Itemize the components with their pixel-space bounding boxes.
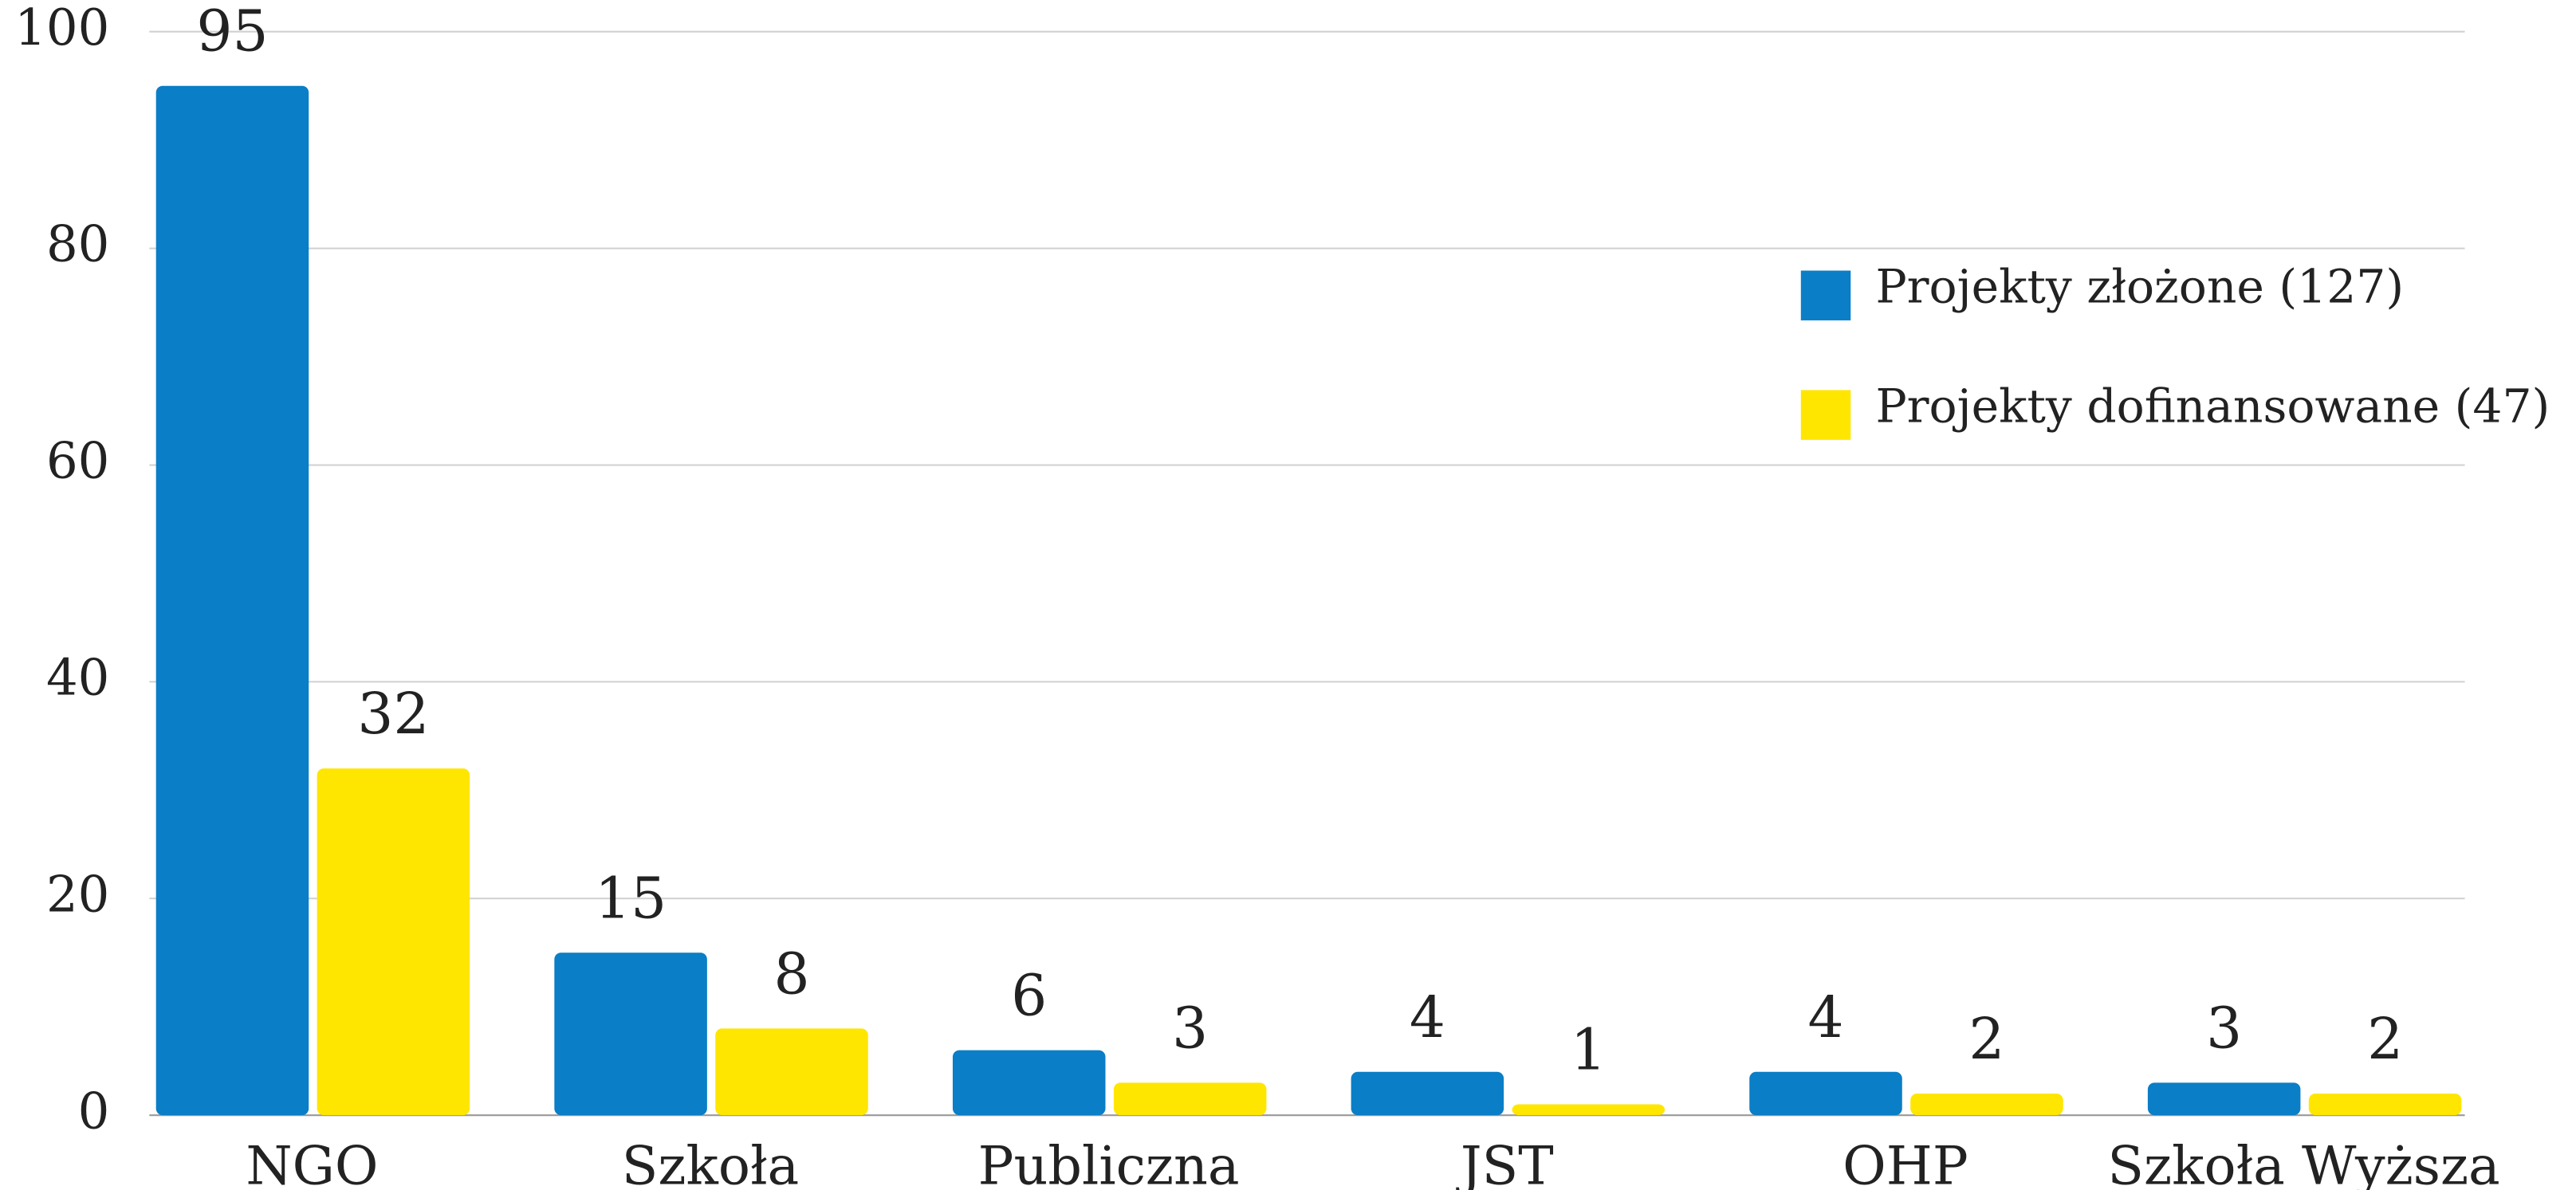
x-tick-label: Szkoła Wyższa [2107, 1134, 2499, 1190]
legend-label: Projekty dofinansowane (47) [1875, 379, 2550, 433]
data-label: 32 [357, 681, 429, 747]
legend-label: Projekty złożone (127) [1875, 259, 2404, 313]
bar [554, 952, 707, 1116]
data-label: 1 [1571, 1017, 1607, 1083]
bar [715, 1028, 868, 1116]
bar [1351, 1071, 1504, 1116]
bar [2147, 1082, 2301, 1116]
legend-swatch [1800, 390, 1851, 440]
y-tick-label: 60 [46, 432, 109, 490]
x-tick-label: JST [1456, 1134, 1554, 1190]
data-label: 3 [2206, 995, 2242, 1061]
data-label: 8 [774, 941, 810, 1007]
x-tick-label: NGO [246, 1134, 378, 1190]
y-tick-label: 20 [46, 865, 109, 923]
y-tick-label: 80 [46, 215, 109, 273]
x-tick-label: OHP [1843, 1134, 1968, 1190]
y-tick-label: 40 [46, 648, 109, 706]
data-label: 4 [1807, 984, 1843, 1051]
data-label: 15 [595, 865, 667, 931]
data-label: 95 [196, 0, 268, 65]
bar [155, 85, 309, 1116]
legend-swatch [1800, 270, 1851, 320]
data-label: 2 [2367, 1006, 2403, 1072]
bar [2308, 1093, 2462, 1116]
data-label: 3 [1172, 995, 1208, 1061]
bar [1113, 1082, 1267, 1116]
bar [952, 1050, 1106, 1116]
y-tick-label: 100 [14, 0, 109, 57]
x-tick-label: Szkoła [622, 1134, 800, 1190]
y-tick-label: 0 [78, 1082, 110, 1140]
bar [317, 768, 470, 1116]
bar [1910, 1093, 2063, 1116]
data-label: 2 [1968, 1006, 2004, 1072]
x-tick-label: Publiczna [978, 1134, 1240, 1190]
data-label: 4 [1410, 984, 1445, 1051]
bar [1749, 1071, 1902, 1116]
data-label: 6 [1011, 963, 1047, 1029]
bar [1512, 1104, 1666, 1116]
